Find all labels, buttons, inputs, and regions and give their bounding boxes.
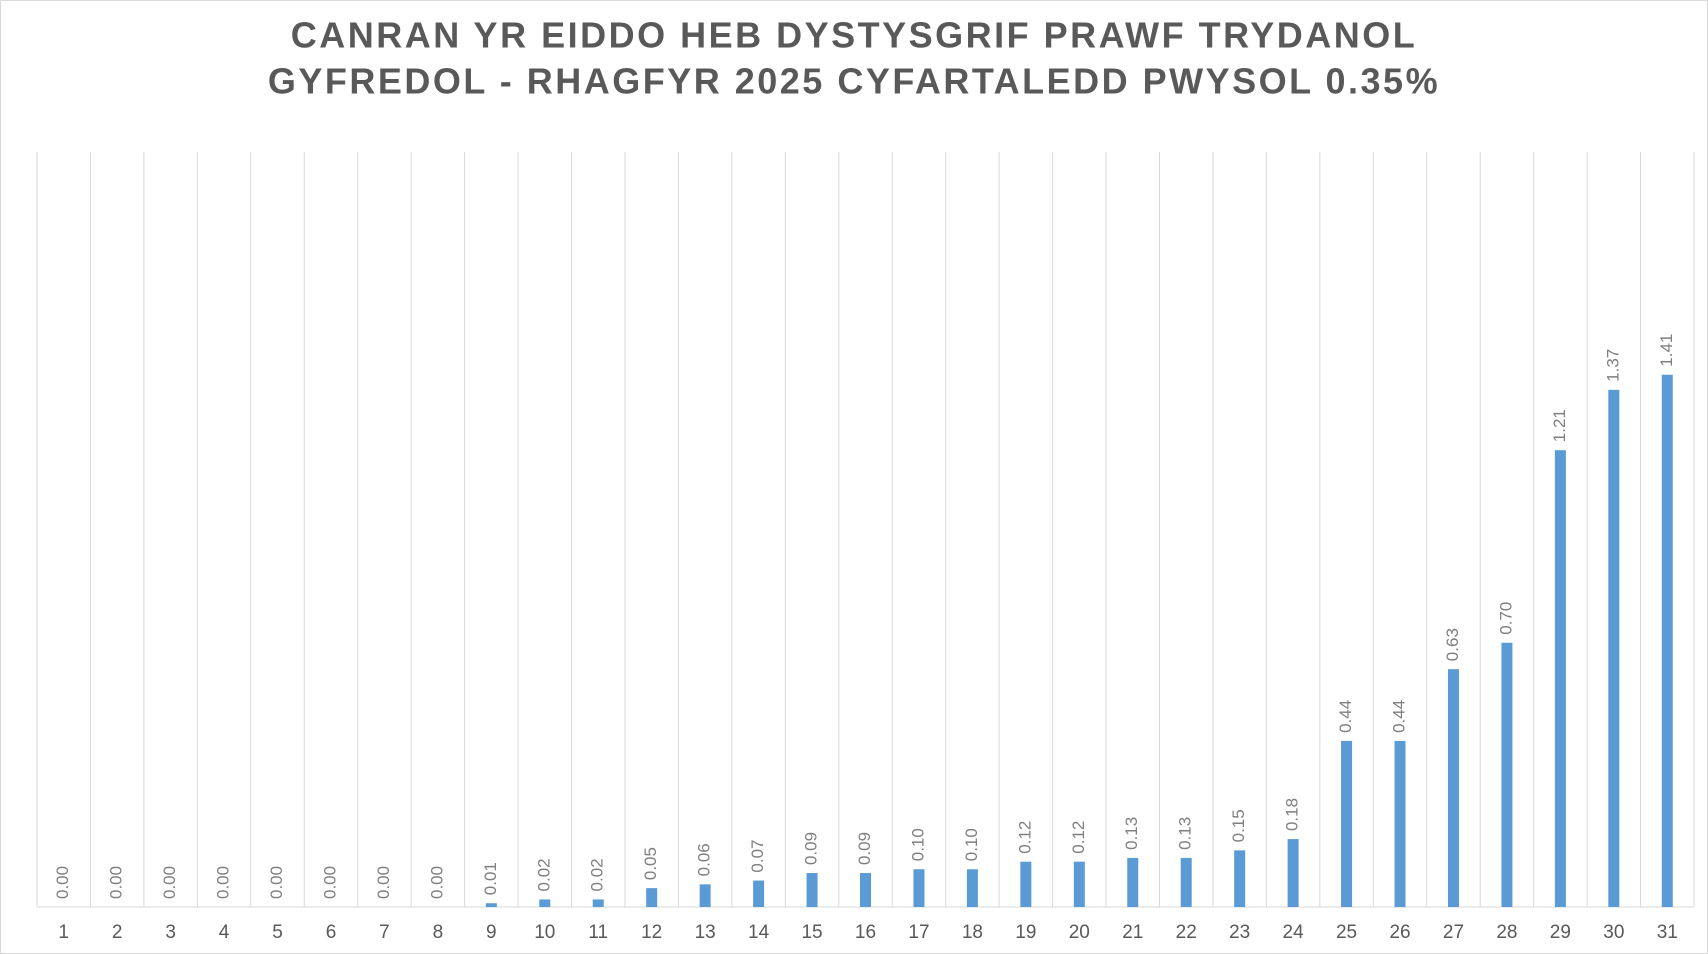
x-tick-label: 24 <box>1283 922 1305 943</box>
value-label: 0.00 <box>427 866 446 899</box>
x-tick-label: 3 <box>165 922 176 943</box>
x-tick-label: 2 <box>112 922 123 943</box>
bar <box>1501 642 1513 907</box>
bar <box>806 873 818 907</box>
value-label: 0.02 <box>588 858 607 891</box>
bar <box>539 899 551 907</box>
bar <box>1661 374 1673 908</box>
value-label: 0.09 <box>855 832 874 865</box>
bar <box>1287 839 1299 907</box>
x-tick-label: 26 <box>1389 922 1410 943</box>
x-tick-label: 6 <box>326 922 337 943</box>
bar <box>1608 389 1620 907</box>
bar <box>1073 861 1085 907</box>
x-tick-label: 10 <box>534 922 555 943</box>
x-tick-label: 20 <box>1069 922 1090 943</box>
value-label: 1.41 <box>1657 334 1676 367</box>
x-tick-label: 23 <box>1229 922 1250 943</box>
x-tick-label: 14 <box>748 922 770 943</box>
bar <box>1234 850 1246 907</box>
value-label: 0.00 <box>107 866 126 899</box>
bar <box>1341 740 1353 907</box>
value-label: 1.21 <box>1550 409 1569 442</box>
value-label: 0.12 <box>1015 821 1034 854</box>
bar <box>1180 857 1192 907</box>
value-label: 0.12 <box>1069 821 1088 854</box>
x-tick-label: 5 <box>272 922 283 943</box>
bar <box>699 884 711 907</box>
bar <box>1554 450 1566 907</box>
x-tick-label: 8 <box>433 922 444 943</box>
value-label: 0.00 <box>160 866 179 899</box>
value-label: 0.44 <box>1390 700 1409 733</box>
bar <box>966 869 978 907</box>
x-tick-label: 16 <box>855 922 876 943</box>
bar <box>913 869 925 907</box>
x-tick-label: 13 <box>695 922 716 943</box>
value-label: 0.07 <box>748 839 767 872</box>
value-label: 0.10 <box>908 828 927 861</box>
x-tick-label: 22 <box>1176 922 1197 943</box>
value-label: 0.01 <box>481 862 500 895</box>
x-tick-label: 9 <box>486 922 497 943</box>
value-label: 1.37 <box>1603 349 1622 382</box>
x-tick-label: 21 <box>1122 922 1143 943</box>
x-tick-label: 25 <box>1336 922 1357 943</box>
value-label: 0.05 <box>641 847 660 880</box>
x-tick-label: 19 <box>1015 922 1036 943</box>
bar <box>1447 669 1459 907</box>
value-label: 0.15 <box>1229 809 1248 842</box>
bar <box>485 903 497 907</box>
chart-title: CANRAN YR EIDDO HEB DYSTYSGRIF PRAWF TRY… <box>291 15 1418 56</box>
bar <box>646 888 658 907</box>
bar <box>592 899 604 907</box>
x-tick-label: 7 <box>379 922 390 943</box>
bar <box>1020 861 1032 907</box>
value-label: 0.13 <box>1176 817 1195 850</box>
value-label: 0.00 <box>320 866 339 899</box>
value-label: 0.63 <box>1443 628 1462 661</box>
x-tick-label: 17 <box>908 922 929 943</box>
value-label: 0.00 <box>374 866 393 899</box>
bar <box>1394 740 1406 907</box>
x-tick-label: 12 <box>641 922 662 943</box>
value-label: 0.09 <box>802 832 821 865</box>
value-label: 0.13 <box>1122 817 1141 850</box>
bar <box>860 873 871 907</box>
chart-title: GYFREDOL - RHAGFYR 2025 CYFARTALEDD PWYS… <box>268 61 1440 102</box>
x-tick-label: 18 <box>962 922 983 943</box>
x-tick-label: 4 <box>219 922 230 943</box>
x-tick-label: 27 <box>1443 922 1464 943</box>
value-label: 0.02 <box>534 858 553 891</box>
x-tick-label: 29 <box>1550 922 1571 943</box>
x-tick-label: 1 <box>58 922 69 943</box>
bar <box>1127 857 1139 907</box>
value-label: 0.70 <box>1496 602 1515 635</box>
x-tick-label: 30 <box>1603 922 1624 943</box>
bar <box>753 880 765 907</box>
value-label: 0.18 <box>1283 798 1302 831</box>
value-label: 0.00 <box>267 866 286 899</box>
value-label: 0.06 <box>695 843 714 876</box>
x-tick-label: 15 <box>801 922 822 943</box>
x-tick-label: 28 <box>1496 922 1517 943</box>
x-tick-label: 11 <box>588 922 608 943</box>
value-label: 0.44 <box>1336 700 1355 733</box>
value-label: 0.10 <box>962 828 981 861</box>
value-label: 0.00 <box>53 866 72 899</box>
value-label: 0.00 <box>214 866 233 899</box>
x-tick-label: 31 <box>1657 922 1678 943</box>
